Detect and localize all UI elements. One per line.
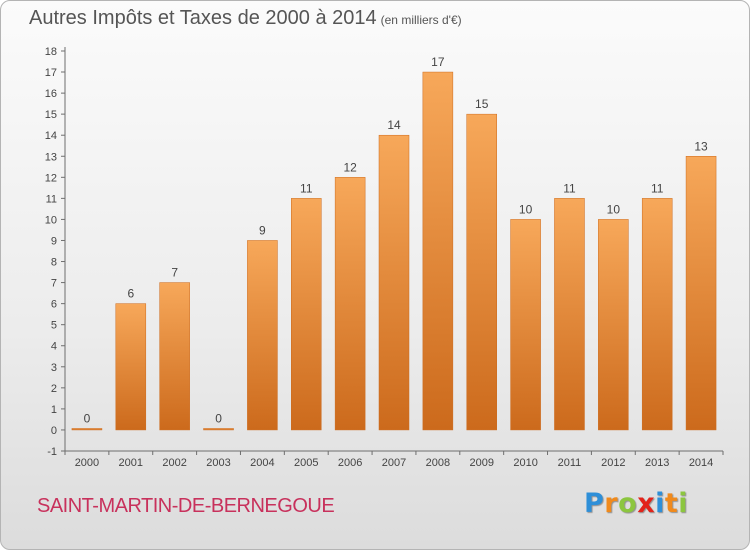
bar (291, 198, 322, 431)
data-label: 10 (607, 202, 621, 216)
x-tick-label: 2014 (689, 457, 713, 469)
y-tick-label: 17 (45, 67, 57, 79)
logo-letter: r (604, 488, 619, 519)
x-tick-label: 2013 (645, 457, 669, 469)
data-label: 15 (475, 97, 489, 111)
y-tick-label: 6 (51, 299, 57, 311)
place-name: SAINT-MARTIN-DE-BERNEGOUE (37, 495, 335, 517)
y-tick-label: 1 (51, 404, 57, 416)
y-tick-label: -1 (47, 446, 57, 458)
x-tick-label: 2010 (513, 457, 537, 469)
logo-letter: i (678, 488, 689, 519)
x-tick-label: 2001 (119, 457, 143, 469)
bar (159, 282, 190, 431)
y-tick-label: 15 (45, 109, 57, 121)
bar (598, 219, 629, 431)
data-label: 7 (171, 266, 178, 280)
data-label: 13 (694, 139, 708, 153)
y-tick-label: 14 (45, 130, 57, 142)
x-tick-label: 2002 (162, 457, 186, 469)
logo-letter: P (584, 488, 605, 519)
bar (422, 71, 454, 431)
bar (247, 240, 278, 431)
y-tick-label: 7 (51, 278, 57, 290)
chart-unit-note: (en milliers d'€) (380, 13, 462, 27)
data-label: 11 (563, 181, 576, 195)
bar (685, 156, 717, 431)
bar (378, 134, 410, 431)
x-tick-label: 2005 (294, 457, 318, 469)
y-tick-label: 2 (51, 383, 57, 395)
data-label: 0 (84, 411, 91, 425)
data-label: 10 (519, 202, 533, 216)
y-tick-label: 8 (51, 257, 57, 269)
data-label: 14 (387, 118, 401, 132)
y-tick-label: 13 (45, 151, 57, 163)
bar (71, 428, 103, 431)
x-tick-label: 2012 (601, 457, 625, 469)
y-tick-label: 10 (45, 214, 57, 226)
x-tick-label: 2007 (382, 457, 406, 469)
y-tick-label: 16 (45, 88, 57, 100)
y-tick-label: 3 (51, 362, 57, 374)
bar (115, 303, 147, 431)
bar (510, 219, 541, 431)
x-tick-label: 2004 (250, 457, 274, 469)
bar (554, 198, 585, 431)
x-tick-label: 2003 (206, 457, 230, 469)
data-label: 11 (300, 181, 313, 195)
bar (203, 428, 234, 431)
logo-letter: x (637, 488, 656, 519)
y-tick-label: 4 (51, 341, 57, 353)
bar (466, 113, 497, 431)
logo-letter: t (664, 488, 679, 519)
data-label: 6 (127, 287, 134, 301)
data-label: 0 (215, 411, 222, 425)
data-label: 17 (431, 55, 445, 69)
x-tick-label: 2009 (469, 457, 493, 469)
logo-letter: i (655, 488, 665, 519)
y-tick-label: 12 (45, 172, 57, 184)
y-tick-label: 11 (46, 193, 57, 205)
bar (641, 198, 673, 431)
bar (334, 177, 366, 431)
data-label: 11 (651, 181, 664, 195)
y-tick-label: 18 (45, 46, 57, 58)
y-tick-label: 5 (51, 320, 57, 332)
data-label: 9 (259, 223, 266, 237)
x-tick-label: 2006 (338, 457, 362, 469)
x-tick-label: 2000 (75, 457, 99, 469)
y-tick-label: 0 (51, 425, 57, 437)
x-tick-label: 2011 (558, 457, 582, 469)
proxiti-logo: Proxiti (584, 488, 688, 519)
data-label: 12 (343, 160, 357, 174)
x-tick-label: 2008 (426, 457, 450, 469)
logo-letter: o (618, 488, 638, 519)
chart-title: Autres Impôts et Taxes de 2000 à 2014 (en… (29, 7, 462, 30)
chart-title-text: Autres Impôts et Taxes de 2000 à 2014 (29, 7, 377, 29)
y-tick-label: 9 (51, 235, 57, 247)
